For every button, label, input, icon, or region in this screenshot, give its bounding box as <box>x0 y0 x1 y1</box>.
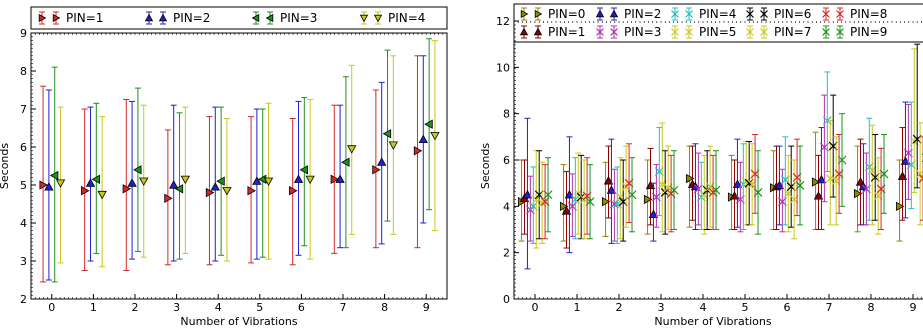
right-y-tick-label: 4 <box>503 200 510 213</box>
right-legend-label: PIN=2 <box>624 7 661 21</box>
left-x-tick-label: 2 <box>132 301 139 314</box>
left-chart: PIN=1 PIN=2 PIN=3 PIN=4 0 1 2 3 4 5 6 7 8 9 2 3 4 5 6 7 8 9… <box>0 7 447 328</box>
left-x-tick-label: 4 <box>215 301 222 314</box>
left-y-tick-label: 6 <box>20 141 27 154</box>
left-y-tick-label: 7 <box>20 103 27 116</box>
left-y-tick-label: 3 <box>20 255 27 268</box>
left-y-tick-label: 9 <box>20 27 27 40</box>
left-y-tick-label: 4 <box>20 217 27 230</box>
left-y-axis-label: Seconds <box>0 143 11 189</box>
left-plot-area <box>31 33 447 299</box>
left-y-tick-label: 2 <box>20 293 27 306</box>
left-x-tick-label: 3 <box>173 301 180 314</box>
right-x-tick-label: 8 <box>868 301 875 314</box>
right-y-tick-label: 6 <box>503 154 510 167</box>
right-x-tick-label: 5 <box>742 301 749 314</box>
right-y-tick-label: 10 <box>496 61 510 74</box>
right-x-axis-label: Number of Vibrations <box>654 315 771 328</box>
right-y-tick-label: 12 <box>496 15 510 28</box>
left-y-tick-label: 8 <box>20 65 27 78</box>
left-legend-label: PIN=1 <box>66 11 103 25</box>
right-legend-label: PIN=1 <box>548 25 585 39</box>
right-legend-label: PIN=4 <box>699 7 736 21</box>
left-legend-label: PIN=4 <box>388 11 425 25</box>
left-x-axis-label: Number of Vibrations <box>180 315 297 328</box>
right-y-axis-label: Seconds <box>479 143 492 189</box>
right-x-tick-label: 1 <box>574 301 581 314</box>
left-legend-label: PIN=2 <box>173 11 210 25</box>
right-legend-label: PIN=9 <box>850 25 887 39</box>
right-y-tick-label: 2 <box>503 247 510 260</box>
right-legend-label: PIN=8 <box>850 7 887 21</box>
left-x-tick-label: 9 <box>423 301 430 314</box>
right-legend-label: PIN=6 <box>774 7 811 21</box>
right-x-tick-label: 0 <box>532 301 539 314</box>
right-y-tick-label: 0 <box>503 293 510 306</box>
right-legend-label: PIN=5 <box>699 25 736 39</box>
left-x-tick-label: 8 <box>381 301 388 314</box>
left-x-tick-label: 0 <box>48 301 55 314</box>
left-x-tick-label: 1 <box>90 301 97 314</box>
left-x-tick-label: 5 <box>256 301 263 314</box>
left-x-tick-label: 7 <box>340 301 347 314</box>
right-x-tick-label: 2 <box>616 301 623 314</box>
right-x-tick-label: 9 <box>910 301 917 314</box>
right-y-tick-label: 8 <box>503 108 510 121</box>
left-legend-label: PIN=3 <box>280 11 317 25</box>
right-x-tick-label: 3 <box>658 301 665 314</box>
right-chart: PIN=0 PIN=2 PIN=4 PIN=6 PIN=8 PIN=1 PIN=3 PIN=5… <box>479 4 923 328</box>
right-legend-label: PIN=0 <box>548 7 585 21</box>
right-x-tick-label: 7 <box>826 301 833 314</box>
right-x-tick-label: 4 <box>700 301 707 314</box>
right-x-tick-label: 6 <box>784 301 791 314</box>
right-legend-label: PIN=7 <box>774 25 811 39</box>
right-legend-label: PIN=3 <box>624 25 661 39</box>
left-y-tick-label: 5 <box>20 179 27 192</box>
left-x-tick-label: 6 <box>298 301 305 314</box>
